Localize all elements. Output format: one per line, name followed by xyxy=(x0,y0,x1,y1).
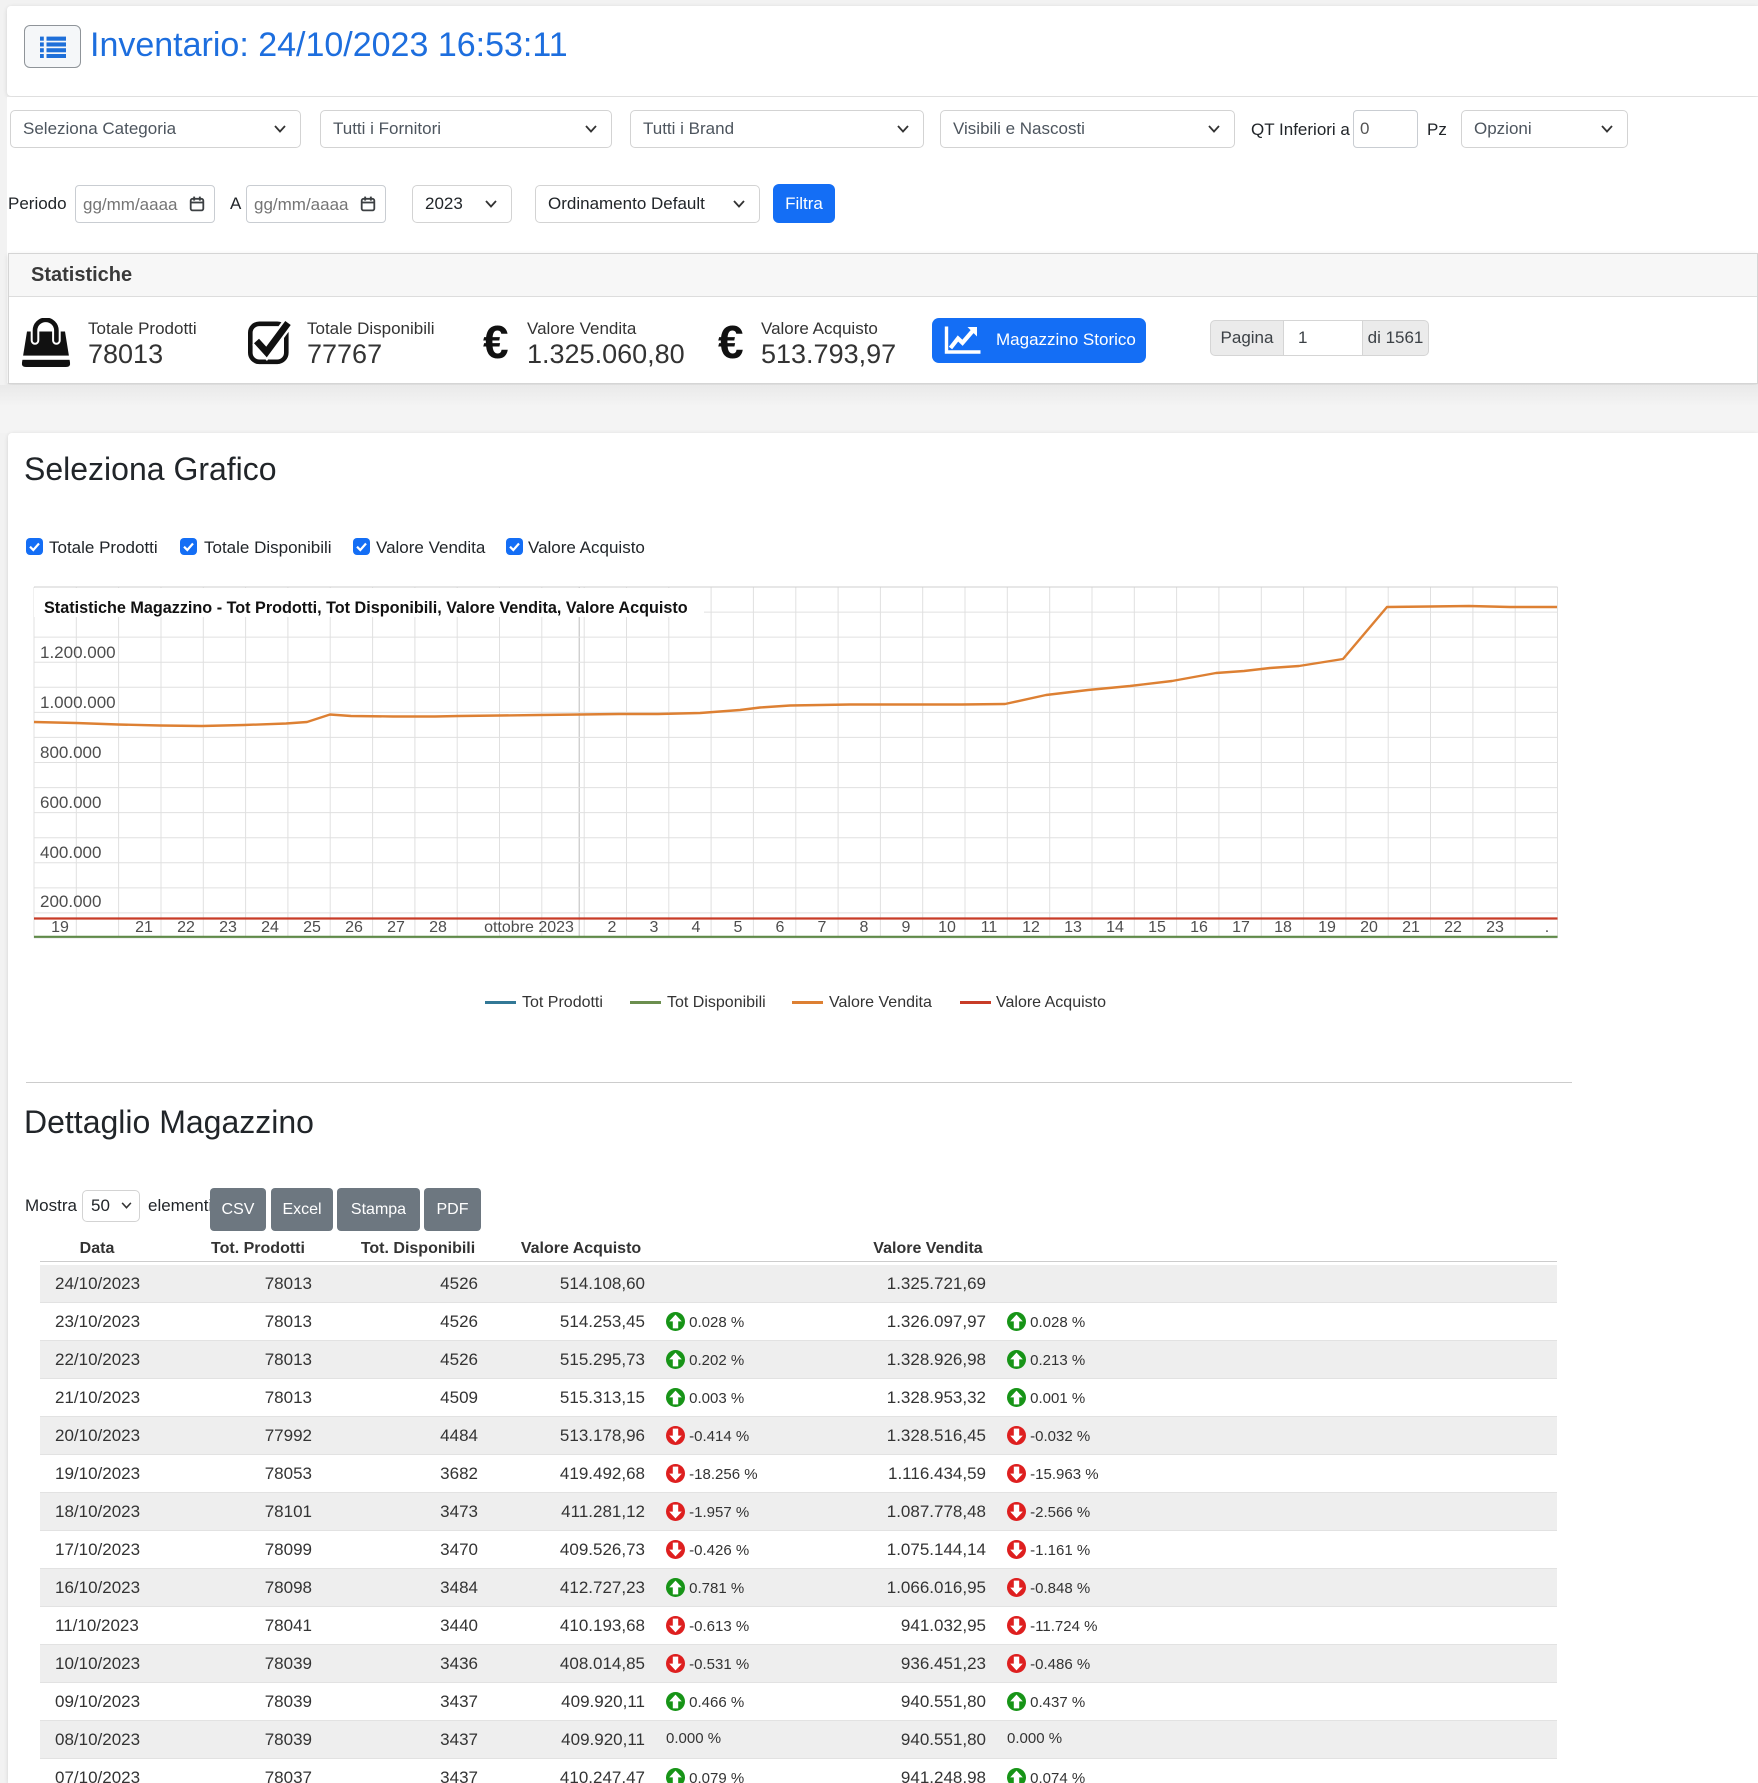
svg-text:3: 3 xyxy=(650,919,659,936)
svg-text:1.000.000: 1.000.000 xyxy=(40,693,116,712)
svg-text:15: 15 xyxy=(1148,919,1166,936)
svg-text:25: 25 xyxy=(303,919,321,936)
svg-text:600.000: 600.000 xyxy=(40,793,101,812)
svg-text:12: 12 xyxy=(1022,919,1040,936)
svg-text:5: 5 xyxy=(734,919,743,936)
svg-text:10: 10 xyxy=(938,919,956,936)
svg-text:23: 23 xyxy=(1486,919,1504,936)
svg-text:17: 17 xyxy=(1232,919,1250,936)
svg-text:8: 8 xyxy=(860,919,869,936)
svg-text:22: 22 xyxy=(1444,919,1462,936)
svg-text:27: 27 xyxy=(387,919,405,936)
svg-text:400.000: 400.000 xyxy=(40,843,101,862)
svg-text:200.000: 200.000 xyxy=(40,892,101,911)
svg-text:24: 24 xyxy=(261,919,279,936)
svg-text:22: 22 xyxy=(177,919,195,936)
svg-text:23: 23 xyxy=(219,919,237,936)
svg-text:1.200.000: 1.200.000 xyxy=(40,643,116,662)
svg-text:14: 14 xyxy=(1106,919,1124,936)
svg-text:16: 16 xyxy=(1190,919,1208,936)
svg-text:19: 19 xyxy=(51,919,69,936)
svg-text:13: 13 xyxy=(1064,919,1082,936)
svg-text:6: 6 xyxy=(776,919,785,936)
svg-text:800.000: 800.000 xyxy=(40,743,101,762)
svg-text:20: 20 xyxy=(1360,919,1378,936)
svg-text:28: 28 xyxy=(429,919,447,936)
svg-text:ottobre 2023: ottobre 2023 xyxy=(484,919,574,936)
svg-text:7: 7 xyxy=(818,919,827,936)
svg-text:26: 26 xyxy=(345,919,363,936)
svg-text:21: 21 xyxy=(135,919,153,936)
svg-text:19: 19 xyxy=(1318,919,1336,936)
svg-text:4: 4 xyxy=(692,919,701,936)
svg-text:21: 21 xyxy=(1402,919,1420,936)
svg-text:.: . xyxy=(1545,919,1549,936)
svg-text:2: 2 xyxy=(608,919,617,936)
svg-text:Statistiche Magazzino - Tot Pr: Statistiche Magazzino - Tot Prodotti, To… xyxy=(44,599,688,617)
svg-text:9: 9 xyxy=(902,919,911,936)
svg-text:11: 11 xyxy=(981,919,998,936)
svg-text:18: 18 xyxy=(1274,919,1292,936)
